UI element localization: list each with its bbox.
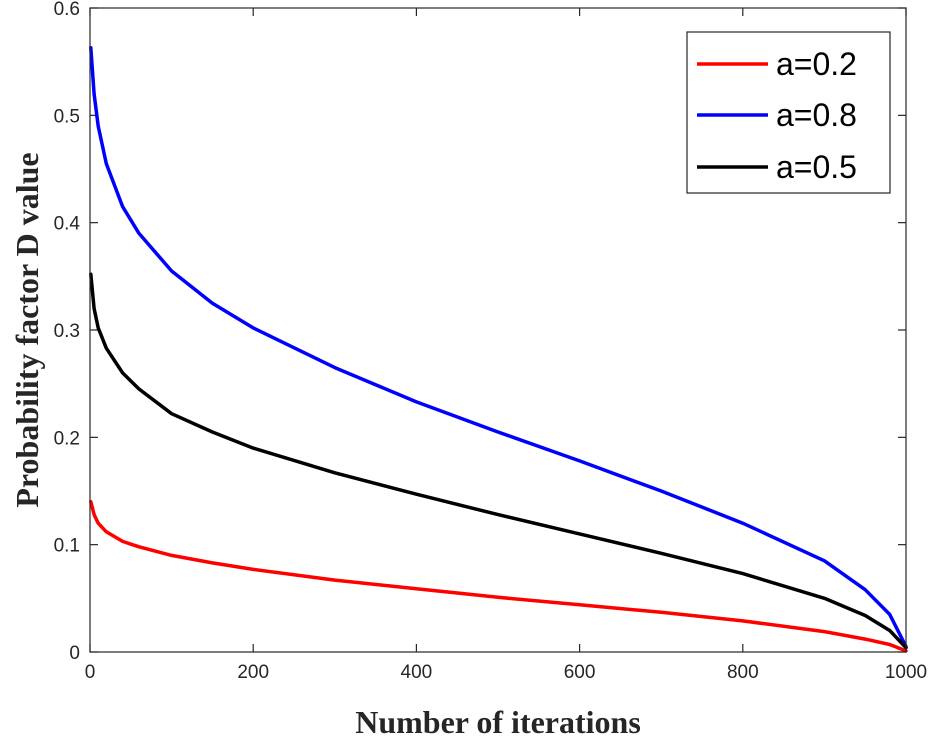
y-axis-title: Probability factor D value: [9, 152, 45, 507]
x-axis-title: Number of iterations: [355, 704, 641, 739]
y-tick-label: 0.3: [54, 321, 80, 342]
x-tick-label: 400: [401, 662, 433, 683]
y-tick-label: 0.6: [54, 0, 80, 20]
y-tick-label: 0.1: [54, 536, 80, 557]
x-tick-label: 800: [727, 662, 759, 683]
series-line-a=0.2: [89, 499, 908, 653]
x-tick-label: 1000: [885, 662, 927, 683]
y-tick-label: 0.2: [54, 428, 80, 449]
x-tick-label: 0: [85, 662, 96, 683]
legend-label: a=0.8: [776, 97, 857, 133]
series-line-a=0.8: [89, 45, 908, 649]
legend-label: a=0.2: [776, 46, 857, 82]
y-tick-label: 0: [69, 643, 80, 664]
y-tick-label: 0.4: [54, 214, 81, 235]
x-tick-label: 200: [237, 662, 269, 683]
x-tick-label: 600: [564, 662, 596, 683]
series-line-a=0.5: [89, 272, 908, 650]
y-tick-label: 0.5: [54, 106, 80, 127]
series-lines: [89, 45, 908, 653]
legend-label: a=0.5: [776, 149, 857, 185]
legend: a=0.2 a=0.8 a=0.5: [686, 31, 891, 194]
tick-labels: 0 200 400 600 800 1000 0 0.1 0.2 0.3 0.4 0.5 0.6: [54, 0, 928, 683]
plot-frame: [89, 7, 907, 653]
